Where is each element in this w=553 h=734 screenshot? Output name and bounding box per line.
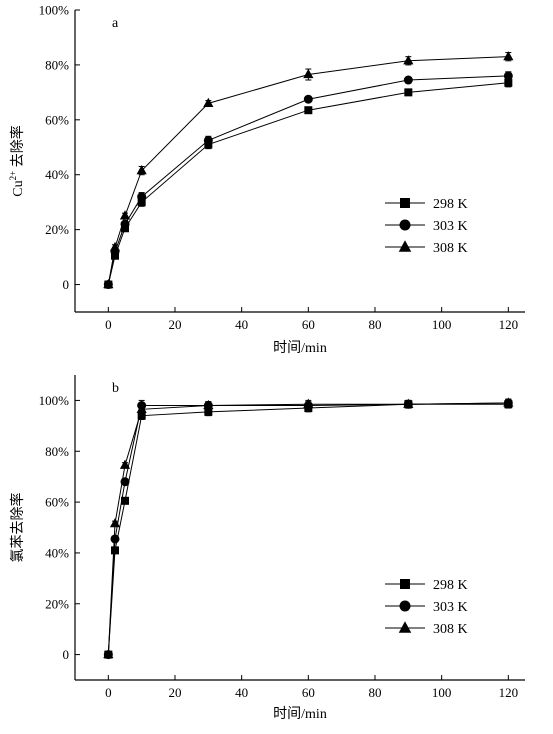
legend-marker-square (400, 198, 410, 208)
y-axis-label-superscript: 2+ (8, 171, 18, 181)
x-tick-label: 20 (169, 685, 182, 700)
x-tick-label: 60 (302, 685, 315, 700)
data-point (103, 648, 114, 659)
x-tick-label: 100 (432, 685, 452, 700)
legend-label: 303 K (433, 600, 468, 615)
data-point (303, 94, 313, 104)
x-tick-label: 120 (499, 317, 519, 332)
legend-label: 298 K (433, 578, 468, 593)
y-tick-label: 100% (39, 3, 70, 18)
y-axis-label: Cu2+ 去除率 (8, 125, 26, 196)
data-point (119, 459, 131, 469)
x-tick-label: 60 (302, 317, 315, 332)
y-tick-label: 80% (45, 57, 69, 72)
data-point (403, 75, 413, 85)
y-tick-label: 20% (45, 596, 69, 611)
x-tick-label: 40 (235, 317, 248, 332)
x-tick-label: 0 (105, 317, 112, 332)
series-line (107, 403, 509, 655)
data-point (103, 278, 114, 289)
series-line (107, 402, 509, 655)
y-tick-label: 60% (45, 112, 69, 127)
y-tick-label: 80% (45, 444, 69, 459)
x-tick-label: 20 (169, 317, 182, 332)
x-tick-label: 80 (369, 685, 382, 700)
data-point (136, 403, 147, 413)
series-line (107, 402, 509, 655)
legend-label: 303 K (433, 219, 468, 234)
data-point (303, 68, 314, 79)
data-point (109, 518, 121, 528)
data-point (403, 55, 414, 65)
data-point (503, 397, 514, 407)
panel-label: a (112, 16, 119, 31)
data-point (203, 399, 214, 410)
series-303k (103, 71, 513, 290)
data-point (137, 192, 147, 202)
y-tick-label: 60% (45, 495, 69, 510)
series-298k (104, 399, 513, 659)
x-tick-label: 40 (235, 685, 248, 700)
x-tick-label: 0 (105, 685, 112, 700)
data-point (119, 210, 131, 220)
panel-label: b (112, 381, 119, 396)
y-tick-label: 20% (45, 222, 69, 237)
data-point (503, 51, 514, 61)
data-point (111, 546, 119, 555)
series-303k (103, 398, 513, 660)
x-tick-label: 120 (499, 685, 519, 700)
x-axis-label: 时间/min (273, 706, 327, 722)
legend-marker-triangle (398, 621, 412, 633)
legend-marker-circle (399, 600, 411, 612)
data-point (503, 71, 513, 81)
data-point (110, 534, 120, 544)
legend-marker-circle (399, 219, 411, 231)
legend-label: 298 K (433, 197, 468, 212)
data-point (137, 198, 146, 207)
series-line (107, 56, 509, 285)
data-point (109, 241, 121, 252)
legend-label: 308 K (433, 241, 468, 256)
y-tick-label: 100% (39, 393, 70, 408)
data-point (203, 97, 214, 107)
series-298k (104, 78, 513, 289)
panel-a-chart: 0 20 40 60 80 100 120 0 20% 40% 60% 80% 100% a 时间/min C… (8, 3, 525, 356)
data-point (136, 165, 147, 175)
y-axis-label-rest: 去除率 (9, 125, 26, 171)
legend-label: 308 K (433, 622, 468, 637)
y-tick-label: 40% (45, 167, 69, 182)
data-point (303, 398, 314, 408)
data-point (121, 496, 129, 505)
legend-marker-square (400, 579, 410, 589)
y-axis-label-base: Cu (11, 180, 26, 196)
x-axis-label: 时间/min (273, 340, 327, 356)
x-tick-label: 100 (432, 317, 452, 332)
y-axis-label: 氯苯去除率 (9, 493, 26, 563)
series-308k (103, 397, 514, 659)
data-point (304, 106, 313, 115)
legend-marker-triangle (398, 240, 412, 252)
x-tick-label: 80 (369, 317, 382, 332)
y-tick-label: 0 (63, 277, 70, 292)
data-point (404, 88, 413, 97)
panel-b-chart: 0 20 40 60 80 100 120 0 20% 40% 60% 80% 100% b 时间/min 氯… (9, 375, 525, 722)
y-tick-label: 40% (45, 545, 69, 560)
data-point (403, 398, 414, 408)
y-tick-label: 0 (63, 647, 70, 662)
data-point (204, 407, 213, 416)
data-point (203, 135, 213, 145)
series-308k (103, 51, 514, 289)
data-point (137, 411, 146, 420)
data-point (504, 78, 513, 87)
